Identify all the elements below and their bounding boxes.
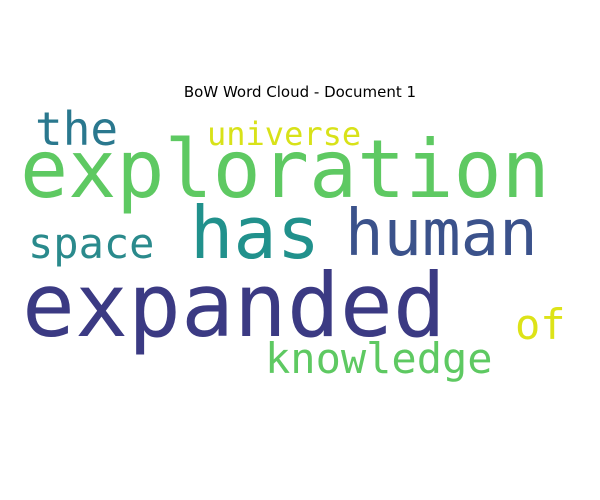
word-knowledge: knowledge xyxy=(265,334,493,383)
word-has: has xyxy=(190,191,321,275)
word-universe: universe xyxy=(207,115,362,153)
word-human: human xyxy=(345,197,538,271)
figure-title: BoW Word Cloud - Document 1 xyxy=(183,83,417,101)
word-of: of xyxy=(515,300,566,349)
word-space: space xyxy=(28,219,155,268)
word-the: the xyxy=(35,102,119,156)
word-exploration: exploration xyxy=(20,123,550,216)
word-expanded: expanded xyxy=(22,254,446,357)
